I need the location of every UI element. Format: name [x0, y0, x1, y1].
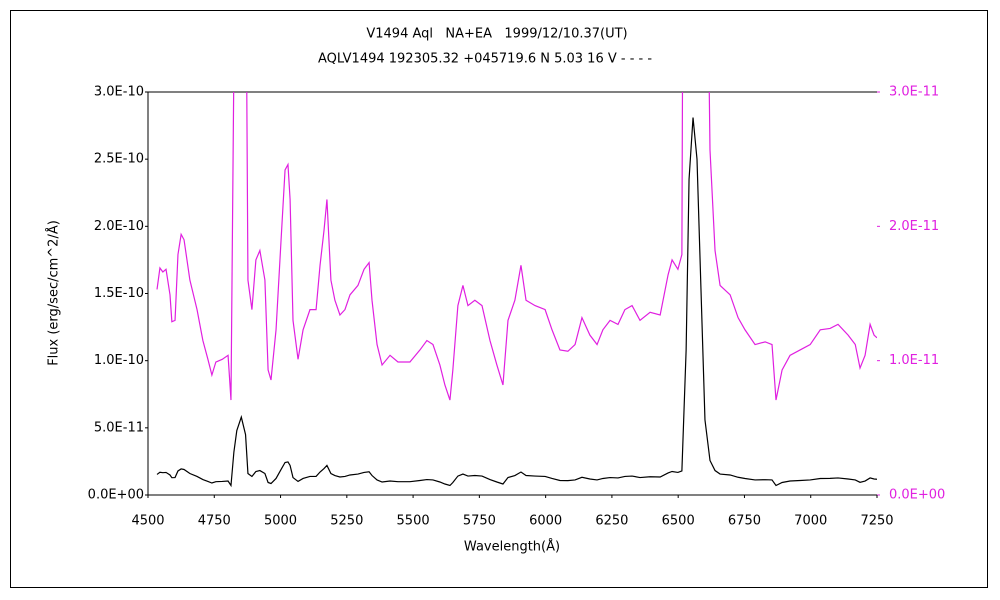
x-tick-label: 6500 [662, 514, 695, 529]
x-tick-label: 6250 [595, 514, 628, 529]
spectrum-line [156, 117, 877, 488]
x-tick-label: 5500 [397, 514, 430, 529]
x-tick-label: 4750 [198, 514, 231, 529]
y2-tick-label: 2.0E-11 [889, 219, 939, 234]
x-tick-label: 7000 [794, 514, 827, 529]
x-tick-label: 6000 [529, 514, 562, 529]
y-tick-label: 2.5E-10 [94, 152, 144, 167]
y-tick-label: 3.0E-10 [94, 85, 144, 100]
y2-tick-label: 0.0E+00 [889, 488, 945, 503]
x-tick-label: 5000 [264, 514, 297, 529]
x-tick-label: 4500 [131, 514, 164, 529]
x-tick-label: 5250 [330, 514, 363, 529]
y-tick-label: 2.0E-10 [94, 219, 144, 234]
x-tick-label: 5750 [463, 514, 496, 529]
chart-title: V1494 Aql NA+EA 1999/12/10.37(UT) [366, 27, 627, 42]
x-axis-label: Wavelength(Å) [464, 539, 560, 555]
y2-tick-label: 3.0E-11 [889, 85, 939, 100]
x-tick-label: 6750 [728, 514, 761, 529]
frame [10, 10, 988, 588]
y-axis-label: Flux (erg/sec/cm^2/Å) [46, 220, 62, 366]
y2-tick-label: 1.0E-11 [889, 353, 939, 368]
y-tick-label: 1.0E-10 [94, 353, 144, 368]
chart-subtitle: AQLV1494 192305.32 +045719.6 N 5.03 16 V… [318, 52, 652, 67]
spectrum-line [156, 92, 877, 401]
y-tick-label: 1.5E-10 [94, 286, 144, 301]
y-tick-label: 5.0E-11 [94, 420, 144, 435]
x-tick-label: 7250 [860, 514, 893, 529]
y-tick-label: 0.0E+00 [88, 488, 144, 503]
